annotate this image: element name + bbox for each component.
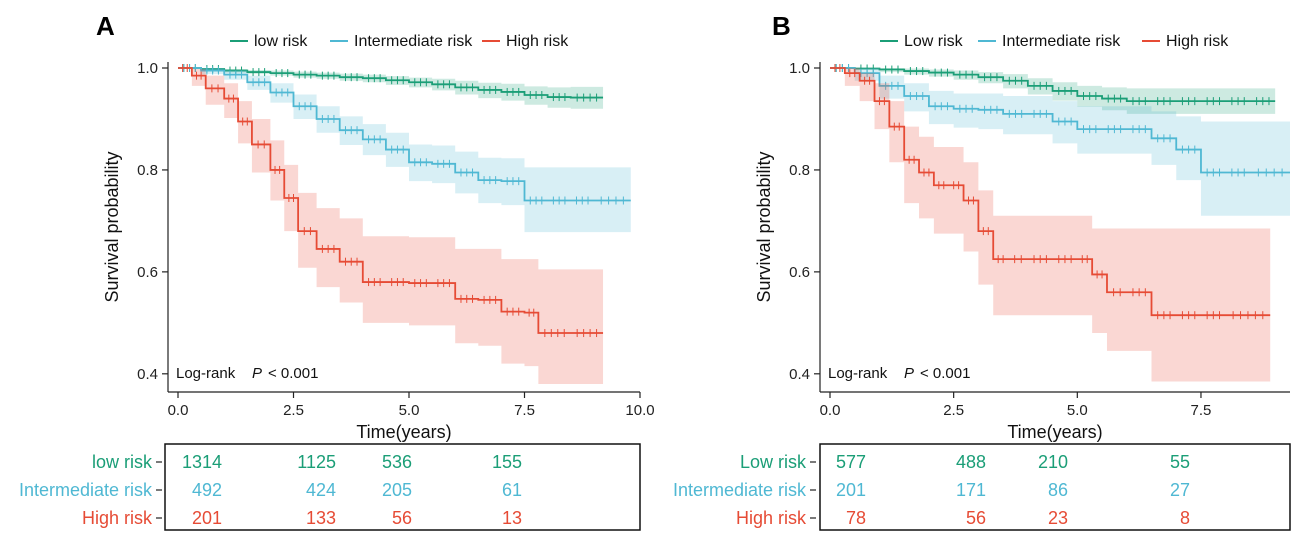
risk-count: 133 [306,508,336,528]
legend-label-intermediate: Intermediate risk [1002,33,1121,50]
risk-count: 13 [502,508,522,528]
panel-letter-A: A [96,11,115,41]
risk-count: 1314 [182,452,222,472]
risk-row-label: Low risk [740,452,807,472]
risk-count: 201 [836,480,866,500]
x-tick-label: 5.0 [1067,402,1088,419]
survival-curve-low-A [178,67,604,99]
risk-count: 171 [956,480,986,500]
x-tick-label: 2.5 [943,402,964,419]
risk-count: 56 [966,508,986,528]
ci-band-low-A [178,68,604,109]
survival-curve-intermediate-B [830,67,1290,174]
ci-band-high-B [830,68,1271,382]
legend-label-high: High risk [1166,33,1229,50]
risk-count: 210 [1038,452,1068,472]
risk-count: 201 [192,508,222,528]
x-tick-label: 2.5 [283,402,304,419]
y-axis-title: Survival probability [754,151,774,302]
risk-table-box [164,443,641,531]
logrank-pvalue: < 0.001 [268,365,318,382]
risk-count: 8 [1180,508,1190,528]
risk-count: 78 [846,508,866,528]
risk-count: 61 [502,480,522,500]
risk-count: 23 [1048,508,1068,528]
risk-count: 1125 [297,452,336,472]
logrank-label: Log-rank [176,365,236,382]
x-axis-title: Time(years) [1007,422,1102,442]
y-tick-label: 0.6 [137,264,158,281]
y-tick-label: 0.6 [789,264,810,281]
risk-count: 86 [1048,480,1068,500]
survival-curve-intermediate-A [178,67,631,202]
logrank-stat: P [904,365,914,382]
risk-count: 205 [382,480,412,500]
legend-label-high: High risk [506,33,569,50]
risk-row-label: Intermediate risk [19,480,153,500]
ci-band-intermediate-B [830,68,1290,216]
x-tick-label: 0.0 [168,402,189,419]
y-axis-title: Survival probability [102,151,122,302]
y-tick-label: 1.0 [789,60,810,77]
risk-count: 492 [192,480,222,500]
x-tick-label: 5.0 [399,402,420,419]
risk-count: 488 [956,452,986,472]
legend-label-low: low risk [254,33,308,50]
y-tick-label: 0.4 [789,366,810,383]
risk-count: 27 [1170,480,1190,500]
x-tick-label: 0.0 [820,402,841,419]
risk-count: 55 [1170,452,1190,472]
y-tick-label: 0.4 [137,366,158,383]
logrank-stat: P [252,365,262,382]
risk-table-box [819,443,1291,531]
risk-count: 424 [306,480,336,500]
risk-count: 56 [392,508,412,528]
y-tick-label: 0.8 [789,162,810,179]
survival-curve-low-B [830,67,1276,103]
legend-label-intermediate: Intermediate risk [354,33,473,50]
ci-band-high-A [178,68,604,384]
risk-row-label: Intermediate risk [673,480,807,500]
x-tick-label: 10.0 [625,402,654,419]
y-tick-label: 1.0 [137,60,158,77]
logrank-label: Log-rank [828,365,888,382]
risk-row-label: High risk [82,508,153,528]
risk-row-label: High risk [736,508,807,528]
risk-count: 577 [836,452,866,472]
y-tick-label: 0.8 [137,162,158,179]
x-tick-label: 7.5 [514,402,535,419]
panel-letter-B: B [772,11,791,41]
risk-count: 155 [492,452,522,472]
legend-label-low: Low risk [904,33,964,50]
risk-row-label: low risk [92,452,153,472]
logrank-pvalue: < 0.001 [920,365,970,382]
x-axis-title: Time(years) [356,422,451,442]
x-tick-label: 7.5 [1191,402,1212,419]
risk-count: 536 [382,452,412,472]
survival-curve-high-B [830,67,1271,317]
